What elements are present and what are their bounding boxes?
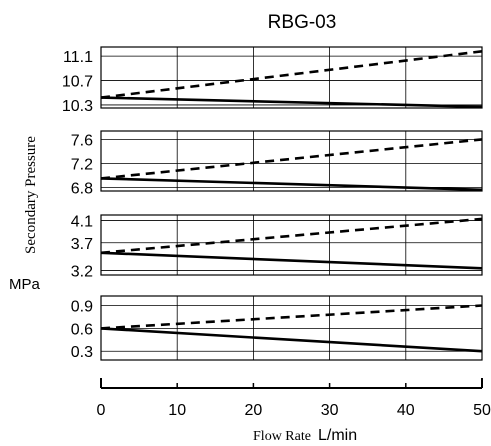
dashed-series-line [100, 304, 483, 330]
x-tick-label: 50 [473, 402, 491, 419]
panel-frame [100, 46, 483, 109]
panel-2: 7.6 7.2 6.8 [71, 130, 483, 197]
x-tick-labels: 0 10 20 30 40 50 [97, 402, 491, 419]
y-axis-label: Secondary Pressure [23, 136, 39, 254]
dashed-series-line [100, 138, 483, 180]
y-tick-label: 0.3 [71, 344, 93, 361]
panel-3: 4.1 3.7 3.2 [71, 214, 483, 281]
y-axis-unit: MPa [9, 276, 41, 293]
x-axis-label: Flow Rate [253, 429, 311, 444]
panel-frame [100, 214, 483, 276]
y-tick-label: 4.1 [71, 214, 93, 231]
panel-4: 0.9 0.6 0.3 [71, 295, 483, 361]
x-axis-unit: L/min [318, 427, 357, 444]
x-tick-label: 20 [245, 402, 263, 419]
chart-title: RBG-03 [268, 12, 337, 33]
solid-series-line [100, 177, 483, 192]
y-tick-label: 0.6 [71, 321, 93, 338]
y-tick-label: 11.1 [63, 49, 93, 66]
y-tick-label: 3.2 [71, 264, 93, 281]
solid-series-line [100, 251, 483, 270]
chart-panels: 11.1 10.7 10.3 7.6 7.2 6.8 4.1 3.7 3.2 0.9 0.6 0.3 [62, 46, 483, 361]
y-tick-label: 10.3 [62, 98, 93, 115]
y-tick-label: 10.7 [62, 74, 93, 91]
solid-series-line [100, 327, 483, 353]
solid-series-line [100, 96, 483, 109]
dashed-series-line [100, 217, 483, 255]
x-tick-label: 0 [97, 402, 106, 419]
y-tick-label: 7.6 [71, 132, 93, 149]
x-axis [100, 378, 483, 389]
y-tick-label: 3.7 [71, 236, 93, 253]
panel-1: 11.1 10.7 10.3 [62, 46, 483, 115]
x-tick-label: 30 [321, 402, 339, 419]
x-tick-label: 40 [397, 402, 415, 419]
panel-frame [100, 130, 483, 192]
dashed-series-line [100, 50, 483, 99]
y-tick-label: 0.9 [71, 299, 93, 316]
y-tick-label: 7.2 [71, 156, 93, 173]
y-tick-label: 6.8 [71, 180, 93, 197]
x-tick-label: 10 [168, 402, 186, 419]
